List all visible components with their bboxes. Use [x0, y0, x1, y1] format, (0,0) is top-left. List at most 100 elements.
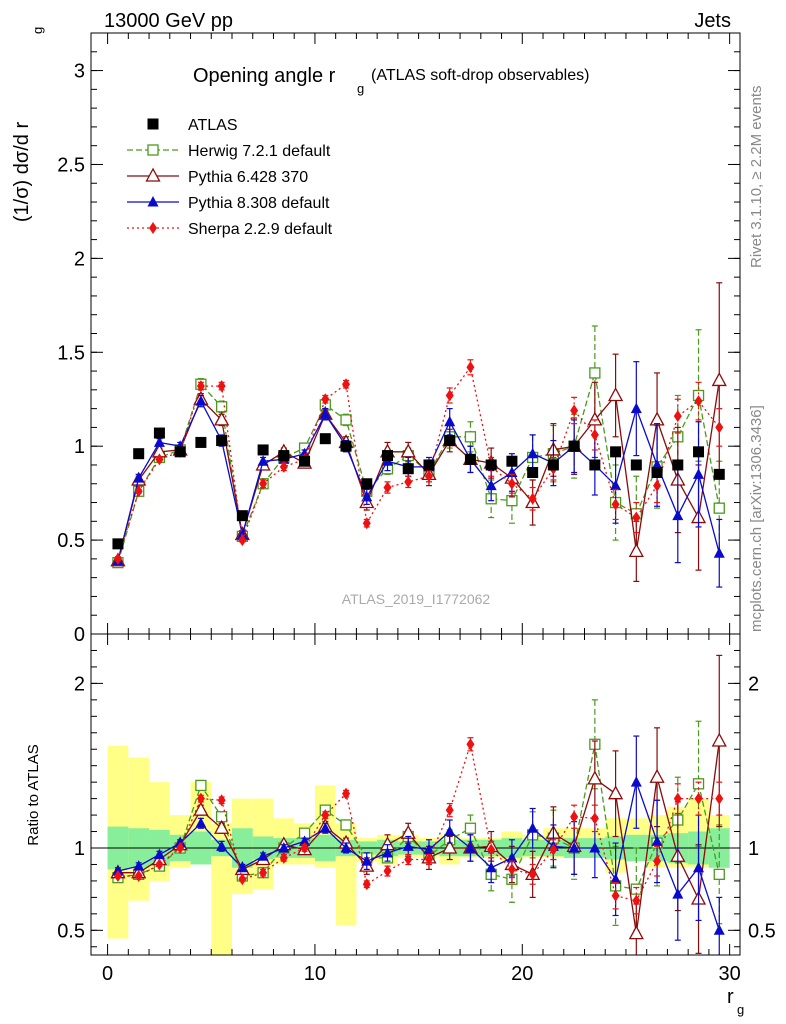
ratio-sherpa-2-2-9-default-point	[590, 812, 599, 825]
ratio-sherpa-2-2-9-default-point	[362, 878, 371, 891]
ratio-sherpa-2-2-9-default-point	[528, 868, 537, 881]
main-atlas-point	[568, 440, 580, 452]
ratio-sherpa-2-2-9-default-point	[321, 809, 330, 822]
ratio-pythia-8-308-default-point	[630, 776, 642, 787]
ratio-sherpa-2-2-9-default-point	[715, 792, 724, 805]
ratio-xtick-label: 20	[511, 963, 533, 985]
main-atlas-point	[485, 459, 497, 471]
ratio-pythia-6-428-370-point	[711, 732, 727, 747]
main-atlas-point	[153, 427, 165, 439]
ratio-panel: 0.5 0.51 12 20 10 20 30 Ratio to ATLAS r g	[25, 633, 776, 1017]
ratio-pythia-8-308-default-point	[195, 817, 207, 828]
main-atlas-point	[278, 450, 290, 462]
main-ytick-label: 0.5	[57, 530, 85, 552]
legend-marker-pythia-6-428-370	[145, 167, 161, 182]
ratio-pythia-6-428-370-point	[193, 801, 209, 816]
ratio-sherpa-2-2-9-default-point	[238, 873, 247, 886]
ratio-sherpa-2-2-9-default-point	[466, 738, 475, 751]
ratio-sherpa-2-2-9-default-point	[673, 792, 682, 805]
ratio-sherpa-2-2-9-default-point	[279, 851, 288, 864]
main-sherpa-2-2-9-default-point	[383, 481, 392, 494]
ratio-plot-area: 0.5 0.51 12 20 10 20 30	[57, 634, 776, 985]
main-atlas-point	[236, 510, 248, 522]
main-pythia-8-308-default-point	[444, 415, 456, 427]
main-ytick-label: 0	[74, 624, 85, 646]
main-pythia-8-308-default-point	[257, 455, 269, 466]
main-atlas-point	[257, 444, 269, 456]
legend-label-pythia-6-428-370: Pythia 6.428 370	[188, 169, 308, 186]
ratio-pythia-8-308-default-line	[117, 779, 720, 931]
main-atlas-point	[547, 459, 559, 471]
ratio-pythia-8-308-default-point	[693, 861, 705, 873]
main-sherpa-2-2-9-default-point	[404, 475, 413, 488]
ratio-herwig-7-2-1-default-point	[713, 868, 725, 880]
ratio-pythia-6-428-370-point	[649, 768, 665, 783]
main-plot-ylabel-subscript: g	[30, 27, 45, 34]
ratio-sherpa-2-2-9-default-point	[570, 810, 579, 823]
main-plot-ylabel-group: (1/σ) dσ/d r g	[11, 27, 45, 222]
ratio-ytick-label: 0.5	[57, 920, 85, 942]
ratio-sherpa-2-2-9-default-point	[487, 843, 496, 856]
main-sherpa-2-2-9-default-point	[155, 453, 164, 466]
main-atlas-point	[444, 435, 456, 447]
main-atlas-point	[361, 478, 373, 490]
legend-marker-pythia-8-308-default	[147, 196, 159, 207]
main-pythia-8-308-default-point	[236, 528, 248, 539]
legend-label-sherpa-2-2-9-default: Sherpa 2.2.9 default	[188, 221, 333, 238]
legend-label-pythia-8-308-default: Pythia 8.308 default	[188, 195, 330, 212]
ratio-pythia-8-308-default-point	[568, 842, 580, 853]
main-sherpa-2-2-9-default-point	[238, 534, 247, 547]
main-pythia-8-308-default-point	[133, 472, 145, 483]
main-herwig-7-2-1-default-point	[215, 401, 228, 413]
ratio-pythia-8-308-default-point	[610, 873, 622, 884]
main-atlas-point	[382, 450, 394, 462]
rivet-version-label: Rivet 3.1.10, ≥ 2.2M events	[748, 86, 765, 269]
main-pythia-8-308-default-point	[361, 490, 373, 502]
ratio-pythia-8-308-default-point	[278, 842, 290, 853]
ratio-sherpa-2-2-9-default-point	[694, 792, 703, 805]
ratio-ytick-label-right: 2	[748, 673, 759, 695]
main-sherpa-2-2-9-default-point	[362, 517, 371, 530]
main-herwig-7-2-1-default-point	[589, 367, 601, 379]
main-plot-watermark: ATLAS_2019_I1772062	[342, 591, 491, 607]
ratio-pythia-8-308-default-point	[402, 840, 414, 851]
main-pythia-6-428-370-point	[607, 387, 624, 402]
main-atlas-point	[589, 459, 601, 471]
main-herwig-7-2-1-default-line	[117, 372, 720, 563]
main-sherpa-2-2-9-default-point	[507, 477, 516, 490]
main-sherpa-2-2-9-default-point	[196, 380, 205, 393]
main-atlas-point	[402, 463, 414, 475]
ratio-ytick-label-right: 0.5	[748, 920, 776, 942]
main-atlas-point	[340, 440, 352, 452]
main-sherpa-2-2-9-default-point	[570, 404, 579, 417]
main-herwig-7-2-1-default-point	[340, 414, 352, 426]
main-sherpa-2-2-9-default-point	[528, 492, 537, 505]
main-pythia-8-308-default-point	[630, 402, 642, 414]
ratio-xtick-label: 30	[719, 963, 741, 985]
ratio-sherpa-2-2-9-default-point	[404, 853, 413, 866]
ratio-sherpa-2-2-9-default-point	[155, 858, 164, 871]
main-plot-title-subscript: g	[357, 81, 364, 96]
ratio-pythia-8-308-default-point	[319, 822, 331, 833]
ratio-herwig-7-2-1-default-point	[195, 779, 207, 792]
main-sherpa-2-2-9-default-point	[715, 421, 724, 434]
main-sherpa-2-2-9-default-point	[590, 428, 599, 441]
ratio-plot-ylabel: Ratio to ATLAS	[25, 744, 42, 845]
ratio-pythia-8-308-default-point	[153, 848, 165, 860]
ratio-sherpa-2-2-9-default-point	[549, 843, 558, 856]
main-pythia-8-308-default-point	[693, 468, 705, 479]
main-pythia-8-308-default-point	[195, 395, 207, 406]
main-pythia-8-308-default-point	[485, 479, 497, 491]
ratio-pythia-8-308-default-point	[133, 860, 145, 871]
ratio-xtick-label: 10	[304, 963, 326, 985]
ratio-ytick-label: 1	[74, 838, 85, 860]
main-pythia-8-308-default-point	[672, 509, 684, 521]
ratio-pythia-6-428-370-line	[117, 740, 720, 934]
ratio-sherpa-2-2-9-default-point	[632, 894, 641, 907]
main-sherpa-2-2-9-default-point	[694, 395, 703, 408]
main-sherpa-2-2-9-default-point	[466, 361, 475, 374]
main-atlas-point	[630, 459, 642, 471]
main-sherpa-2-2-9-default-point	[217, 380, 226, 393]
ratio-pythia-6-428-370-point	[587, 770, 603, 785]
